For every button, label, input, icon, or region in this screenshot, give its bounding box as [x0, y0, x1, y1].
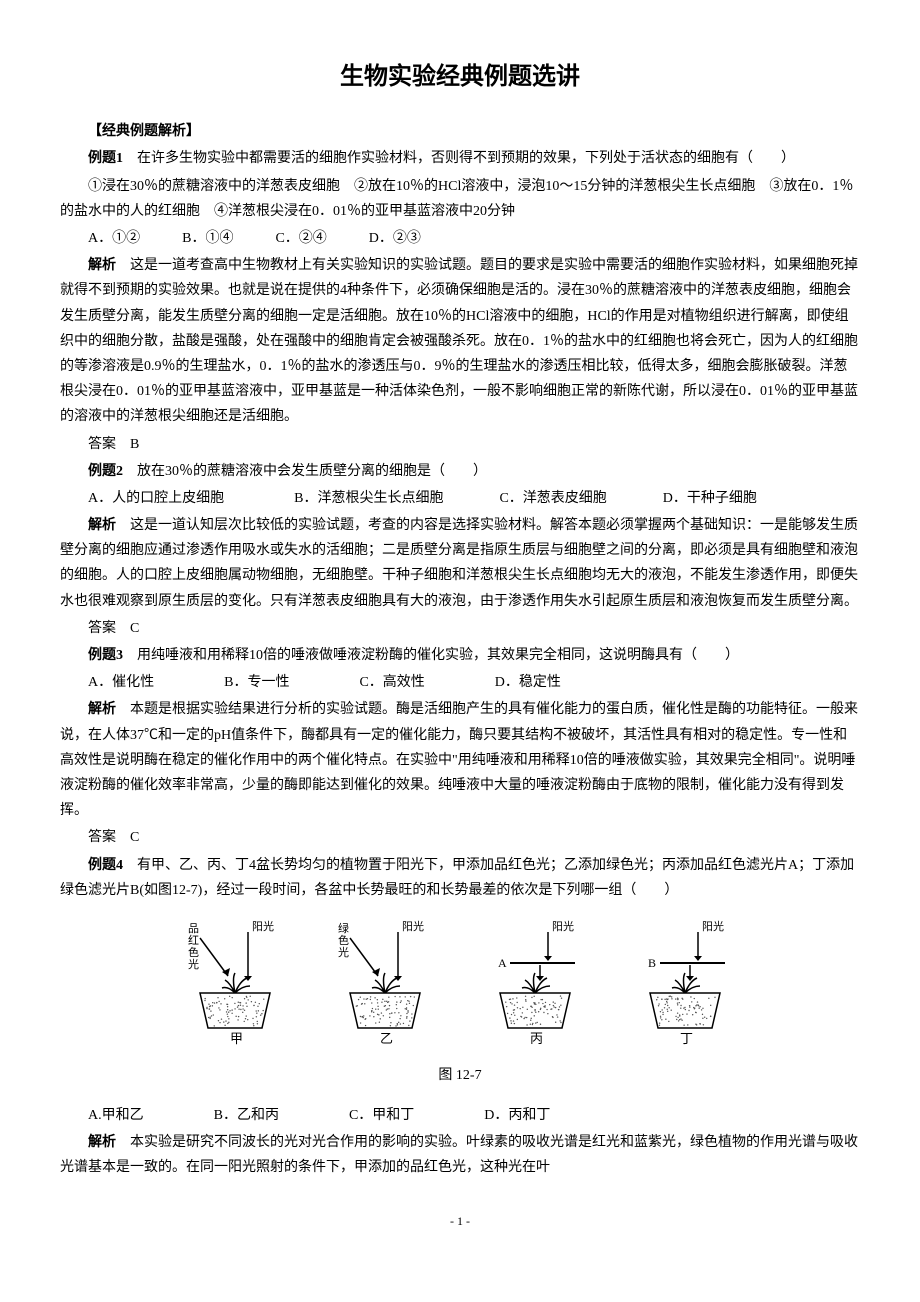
- q3-label: 例题3: [88, 648, 123, 663]
- page-number: - 1 -: [60, 1211, 860, 1233]
- q4-label: 例题4: [88, 858, 123, 873]
- svg-text:红: 红: [188, 934, 199, 947]
- svg-text:色: 色: [188, 945, 199, 959]
- svg-text:品: 品: [188, 922, 199, 935]
- figure-pot: 阳光 B 丁: [630, 918, 740, 1048]
- q3-answer: 答案 C: [60, 825, 860, 850]
- q3-options: A．催化性 B．专一性 C．高效性 D．稳定性: [60, 670, 860, 695]
- svg-text:阳光: 阳光: [702, 919, 724, 933]
- q4-analysis: 解析 本实验是研究不同波长的光对光合作用的影响的实验。叶绿素的吸收光谱是红光和蓝…: [60, 1130, 860, 1180]
- page-title: 生物实验经典例题选讲: [60, 56, 860, 99]
- svg-text:绿: 绿: [338, 921, 349, 935]
- svg-text:阳光: 阳光: [252, 919, 274, 933]
- svg-text:丁: 丁: [680, 1031, 693, 1046]
- svg-text:光: 光: [188, 957, 199, 971]
- figure-pot: 阳光 绿色光乙: [330, 918, 440, 1048]
- q1-items: ①浸在30％的蔗糖溶液中的洋葱表皮细胞 ②放在10％的HCl溶液中，浸泡10～1…: [60, 174, 860, 224]
- q1-analysis-label: 解析: [88, 258, 116, 273]
- q2-analysis: 解析 这是一道认知层次比较低的实验试题，考查的内容是选择实验材料。解答本题必须掌…: [60, 513, 860, 614]
- q2-label: 例题2: [88, 464, 123, 479]
- figure-caption: 图 12-7: [60, 1063, 860, 1088]
- q4-options: A.甲和乙 B．乙和丙 C．甲和丁 D．丙和丁: [60, 1103, 860, 1128]
- q2-options: A．人的口腔上皮细胞 B．洋葱根尖生长点细胞 C．洋葱表皮细胞 D．干种子细胞: [60, 486, 860, 511]
- svg-text:乙: 乙: [380, 1031, 393, 1046]
- svg-text:A: A: [498, 956, 507, 970]
- q2-text: 例题2 放在30％的蔗糖溶液中会发生质壁分离的细胞是（ ）: [60, 459, 860, 484]
- figure-pot: 阳光 A 丙: [480, 918, 590, 1048]
- q1-label: 例题1: [88, 151, 123, 166]
- q1-answer: 答案 B: [60, 432, 860, 457]
- q4-text: 例题4 有甲、乙、丙、丁4盆长势均匀的植物置于阳光下，甲添加品红色光；乙添加绿色…: [60, 853, 860, 903]
- q1-analysis: 解析 这是一道考查高中生物教材上有关实验知识的实验试题。题目的要求是实验中需要活…: [60, 253, 860, 429]
- q3-analysis: 解析 本题是根据实验结果进行分析的实验试题。酶是活细胞产生的具有催化能力的蛋白质…: [60, 697, 860, 823]
- figure-pot: 阳光 品红色光甲: [180, 918, 290, 1048]
- svg-text:色: 色: [338, 933, 349, 947]
- q2-analysis-label: 解析: [88, 518, 116, 533]
- figure-12-7: 阳光品红色光甲阳光绿色光乙阳光A丙阳光B丁: [60, 918, 860, 1048]
- svg-text:丙: 丙: [530, 1031, 543, 1046]
- q4-analysis-label: 解析: [88, 1135, 116, 1150]
- svg-text:甲: 甲: [230, 1031, 243, 1046]
- q1-text: 例题1 在许多生物实验中都需要活的细胞作实验材料，否则得不到预期的效果，下列处于…: [60, 146, 860, 171]
- svg-text:光: 光: [338, 945, 349, 959]
- q3-analysis-label: 解析: [88, 702, 116, 717]
- section-header: 【经典例题解析】: [60, 119, 860, 144]
- q2-answer: 答案 C: [60, 616, 860, 641]
- svg-text:B: B: [648, 956, 656, 970]
- q1-options: A．①② B．①④ C．②④ D．②③: [60, 226, 860, 251]
- q3-text: 例题3 用纯唾液和用稀释10倍的唾液做唾液淀粉酶的催化实验，其效果完全相同，这说…: [60, 643, 860, 668]
- svg-text:阳光: 阳光: [402, 919, 424, 933]
- svg-text:阳光: 阳光: [552, 919, 574, 933]
